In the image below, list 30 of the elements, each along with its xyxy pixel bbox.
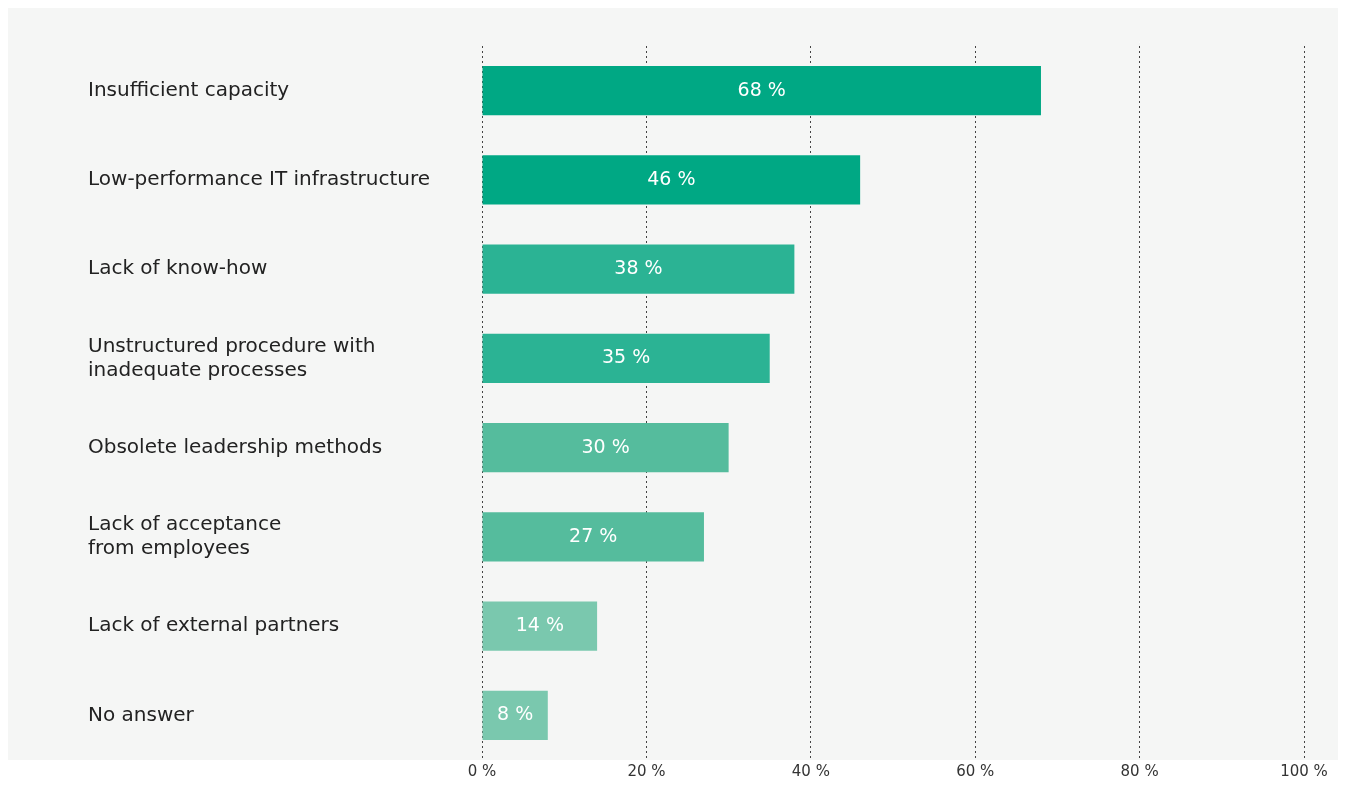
data-label: 46 % [647,166,696,189]
y-tick-label: Low-performance IT infrastructure [88,166,431,191]
data-label: 35 % [601,345,651,368]
data-label: 27 % [569,523,618,546]
data-label: 30 % [581,434,630,457]
bar [482,66,1041,116]
x-tick-label: 0 % [467,761,497,780]
data-label: 68 % [737,77,786,100]
bar [482,423,729,473]
y-tick-label: Lack of acceptance from employees [88,511,282,560]
x-tick-label: 80 % [1120,761,1159,780]
x-tick-label: 20 % [627,761,666,780]
data-label: 8 % [497,702,534,725]
y-tick-label: Lack of know-how [88,255,268,280]
y-tick-label: Obsolete leadership methods [88,433,383,458]
data-label: 14 % [515,613,564,636]
y-tick-label: Lack of external partners [88,612,340,637]
x-tick-label: 60 % [956,761,995,780]
y-tick-label: Insufficient capacity [88,76,290,101]
bar [482,690,548,740]
y-tick-label: No answer [88,701,195,726]
data-label: 38 % [614,256,663,279]
x-tick-label: 40 % [791,761,830,780]
bar [482,601,598,651]
bar [482,333,770,383]
bar [482,244,795,294]
x-tick-label: 100 % [1280,761,1328,780]
bar [482,155,861,205]
bar [482,512,704,562]
y-tick-label: Unstructured procedure with inadequate processes [88,332,376,381]
